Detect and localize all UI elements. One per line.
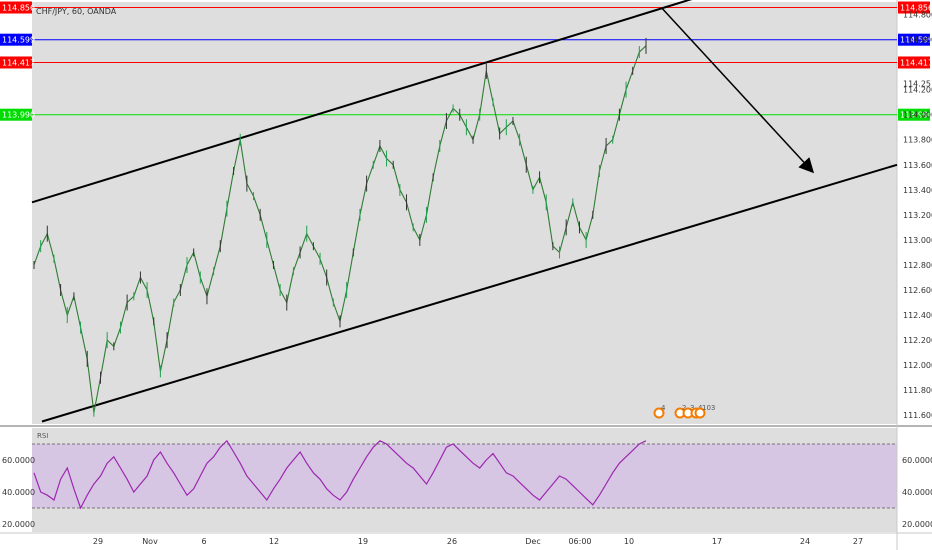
price-tick-label: 113.200 bbox=[903, 211, 932, 220]
rsi-tick-label-left: 40.0000 bbox=[2, 488, 35, 497]
price-tick-label: 114.200 bbox=[903, 86, 932, 95]
time-tick-label: Dec bbox=[525, 537, 540, 546]
rsi-series-line bbox=[33, 439, 647, 510]
price-level-badge bbox=[0, 33, 32, 46]
price-tick-label: 114.600 bbox=[903, 36, 932, 45]
price-level-badge bbox=[898, 33, 930, 46]
price-tick-label: 111.800 bbox=[903, 386, 932, 395]
price-tick-label: 112.200 bbox=[903, 336, 932, 345]
trend-line-lower[interactable] bbox=[41, 163, 898, 423]
time-tick-label: 6 bbox=[201, 537, 206, 546]
price-level-badge bbox=[0, 56, 32, 69]
price-tick-label: 113.400 bbox=[903, 186, 932, 195]
price-level-badge bbox=[898, 108, 930, 121]
event-marker-label: 103 bbox=[702, 404, 715, 412]
event-marker[interactable] bbox=[653, 407, 665, 419]
event-marker[interactable] bbox=[694, 407, 706, 419]
event-marker-label: 4 bbox=[661, 404, 666, 412]
price-tick-label: 111.600 bbox=[903, 411, 932, 420]
rsi-tick-label-left: 20.0000 bbox=[2, 520, 35, 529]
price-tick-label: 112.600 bbox=[903, 286, 932, 295]
trend-line-upper-extension[interactable] bbox=[661, 0, 715, 10]
time-tick-label: 26 bbox=[447, 537, 457, 546]
price-level-badge bbox=[898, 56, 930, 69]
time-tick-label: 10 bbox=[624, 537, 634, 546]
price-tick-label: 114.000 bbox=[903, 111, 932, 120]
rsi-tick-label-right: 40.0000 bbox=[902, 488, 932, 497]
time-tick-label: Nov bbox=[142, 537, 158, 546]
time-tick-label: 29 bbox=[93, 537, 103, 546]
rsi-tick-label-right: 60.0000 bbox=[902, 456, 932, 465]
price-tick-label: 114.25 bbox=[903, 79, 931, 88]
time-tick-label: 17 bbox=[712, 537, 722, 546]
price-tick-label: 112.400 bbox=[903, 311, 932, 320]
time-tick-label: 06:00 bbox=[568, 537, 591, 546]
projection-arrow[interactable] bbox=[661, 7, 815, 174]
time-tick-label: 19 bbox=[358, 537, 368, 546]
price-level-label: 114.599 bbox=[2, 36, 35, 45]
price-tick-label: 113.800 bbox=[903, 136, 932, 145]
price-level-label: 113.990 bbox=[2, 111, 35, 120]
price-level-label: 114.417 bbox=[2, 58, 35, 67]
rsi-label: RSI bbox=[37, 432, 48, 440]
price-level-label: 114.599 bbox=[900, 36, 932, 45]
price-level-label: 113.990 bbox=[900, 111, 932, 120]
chart-title: CHF/JPY, 60, OANDA bbox=[36, 7, 117, 16]
price-tick-label: 114.800 bbox=[903, 11, 932, 20]
price-tick-label: 113.000 bbox=[903, 236, 932, 245]
price-level-label: 114.856 bbox=[2, 4, 35, 13]
price-tick-label: 113.600 bbox=[903, 161, 932, 170]
event-marker-label: 2 bbox=[682, 404, 686, 412]
price-level-badge bbox=[0, 108, 32, 121]
main-pane[interactable] bbox=[32, 2, 897, 424]
rsi-tick-label-left: 60.0000 bbox=[2, 456, 35, 465]
event-marker-label: 3 bbox=[690, 404, 694, 412]
time-tick-label: 27 bbox=[853, 537, 863, 546]
time-tick-label: 24 bbox=[800, 537, 810, 546]
trend-line-upper[interactable] bbox=[31, 7, 663, 204]
price-level-badge bbox=[0, 1, 32, 14]
rsi-tick-label-right: 20.0000 bbox=[902, 520, 932, 529]
price-tick-label: 112.800 bbox=[903, 261, 932, 270]
price-tick-label: 112.000 bbox=[903, 361, 932, 370]
price-level-label: 114.417 bbox=[900, 58, 932, 67]
price-level-badge bbox=[898, 1, 930, 14]
time-tick-label: 12 bbox=[269, 537, 279, 546]
price-level-label: 114.856 bbox=[900, 4, 932, 13]
